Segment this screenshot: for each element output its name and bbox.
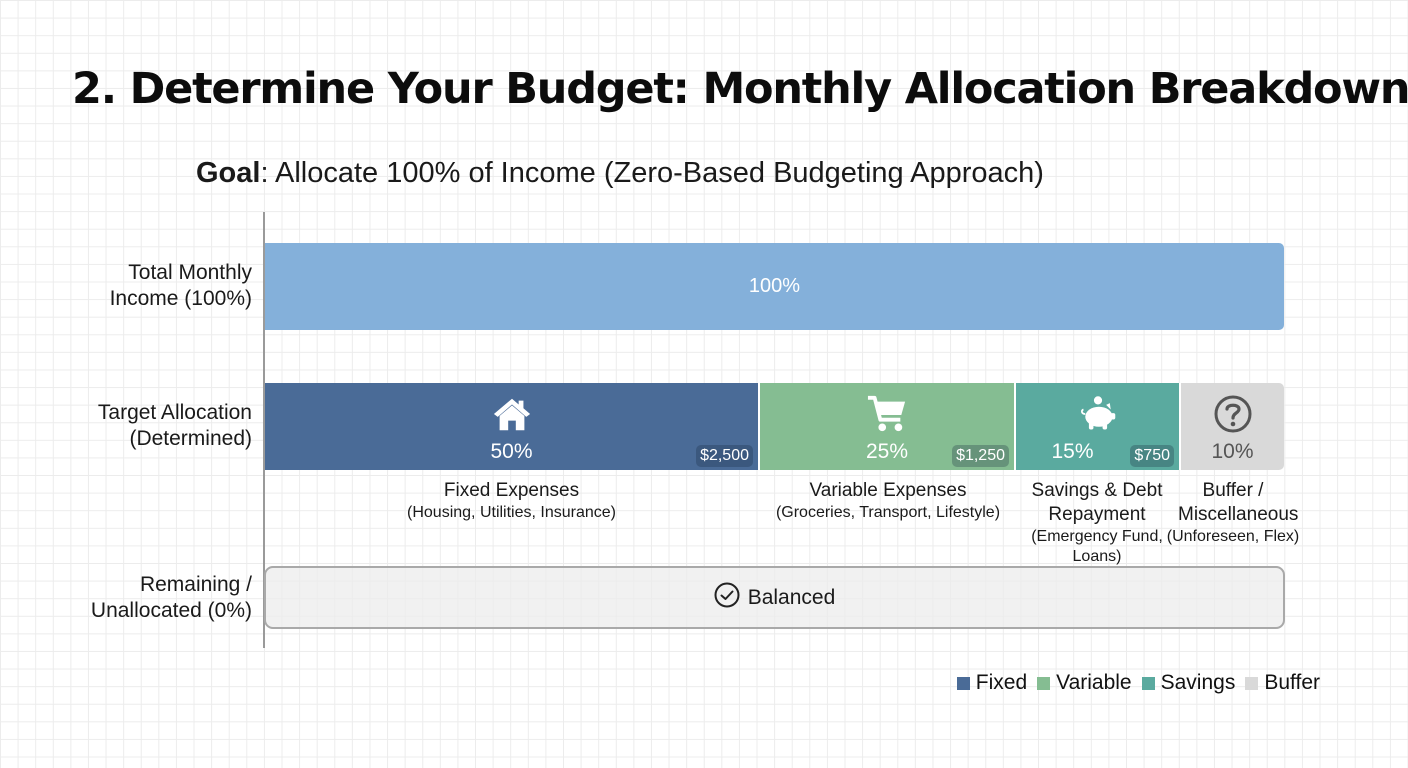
label-line: (Determined) bbox=[129, 427, 252, 450]
segment-percent: 15% bbox=[1051, 440, 1094, 463]
legend-swatch bbox=[1037, 676, 1051, 690]
category-name: Miscellaneous bbox=[1178, 504, 1299, 525]
legend-label: Fixed bbox=[975, 671, 1028, 694]
label-line: Unallocated (0%) bbox=[90, 599, 252, 622]
category-name: Repayment bbox=[1048, 504, 1146, 525]
subtitle: Goal: Allocate 100% of Income (Zero-Base… bbox=[196, 157, 1044, 190]
segment-percent: 25% bbox=[865, 440, 909, 463]
legend-swatch bbox=[1245, 676, 1259, 690]
segment-amount-badge: $1,250 bbox=[952, 445, 1009, 467]
category-label-savings: Savings & Debt Repayment (Emergency Fund… bbox=[1012, 479, 1182, 567]
legend-item-fixed: Fixed bbox=[956, 671, 1028, 695]
category-name: Variable Expenses bbox=[809, 480, 967, 501]
segment-amount-badge: $750 bbox=[1130, 445, 1174, 467]
legend-label: Variable bbox=[1056, 671, 1132, 694]
category-desc: Loans) bbox=[1072, 548, 1122, 565]
remaining-box: Balanced bbox=[264, 566, 1285, 629]
segment-percent: 50% bbox=[490, 440, 533, 463]
shopping-cart-icon bbox=[867, 395, 907, 433]
label-line: Remaining / bbox=[139, 573, 252, 596]
legend-label: Savings bbox=[1160, 671, 1236, 694]
segment-savings: 15% $750 bbox=[1014, 383, 1179, 470]
legend-label: Buffer bbox=[1264, 671, 1320, 694]
y-axis-line bbox=[263, 212, 265, 648]
label-line: Income (100%) bbox=[109, 287, 252, 310]
segment-fixed: 50% $2,500 bbox=[265, 383, 758, 470]
allocation-bar: 50% $2,500 25% $1,250 15% $750 10% bbox=[265, 383, 1284, 470]
legend-item-variable: Variable bbox=[1037, 671, 1132, 695]
segment-percent: 10% bbox=[1211, 440, 1254, 463]
income-bar: 100% bbox=[265, 243, 1284, 330]
subtitle-bold: Goal bbox=[196, 157, 261, 189]
segment-amount-badge: $2,500 bbox=[696, 445, 753, 467]
category-desc: (Housing, Utilities, Insurance) bbox=[407, 504, 616, 521]
category-name: Buffer / bbox=[1202, 480, 1264, 501]
label-line: Target Allocation bbox=[97, 401, 252, 424]
row-label-remaining: Remaining / Unallocated (0%) bbox=[91, 572, 252, 624]
page-title: 2. Determine Your Budget: Monthly Alloca… bbox=[72, 64, 1408, 114]
segment-buffer: 10% bbox=[1179, 383, 1284, 470]
category-desc: (Groceries, Transport, Lifestyle) bbox=[775, 504, 1001, 521]
subtitle-text: : Allocate 100% of Income (Zero-Based Bu… bbox=[260, 157, 1044, 189]
segment-variable: 25% $1,250 bbox=[758, 383, 1014, 470]
category-name: Savings & Debt bbox=[1031, 480, 1163, 501]
question-circle-icon bbox=[1213, 395, 1253, 433]
legend-swatch bbox=[1141, 676, 1155, 690]
legend: Fixed Variable Savings Buffer bbox=[956, 671, 1320, 695]
house-icon bbox=[492, 395, 532, 433]
piggy-bank-icon bbox=[1078, 395, 1118, 433]
category-label-variable: Variable Expenses (Groceries, Transport,… bbox=[760, 479, 1016, 523]
balanced-status: Balanced bbox=[747, 585, 836, 609]
label-line: Total Monthly bbox=[128, 261, 252, 284]
category-name: Fixed Expenses bbox=[443, 480, 580, 501]
row-label-allocation: Target Allocation (Determined) bbox=[98, 400, 252, 452]
legend-item-buffer: Buffer bbox=[1245, 671, 1320, 695]
legend-swatch bbox=[956, 676, 970, 690]
check-circle-icon bbox=[714, 582, 740, 614]
category-label-buffer: Buffer / Miscellaneous (Unforeseen, Flex… bbox=[1167, 479, 1300, 547]
category-desc: (Emergency Fund, bbox=[1031, 528, 1163, 545]
category-label-fixed: Fixed Expenses (Housing, Utilities, Insu… bbox=[265, 479, 758, 523]
income-bar-value: 100% bbox=[748, 275, 801, 297]
row-label-income: Total Monthly Income (100%) bbox=[110, 260, 252, 312]
category-desc: (Unforeseen, Flex) bbox=[1166, 528, 1300, 545]
legend-item-savings: Savings bbox=[1141, 671, 1236, 695]
